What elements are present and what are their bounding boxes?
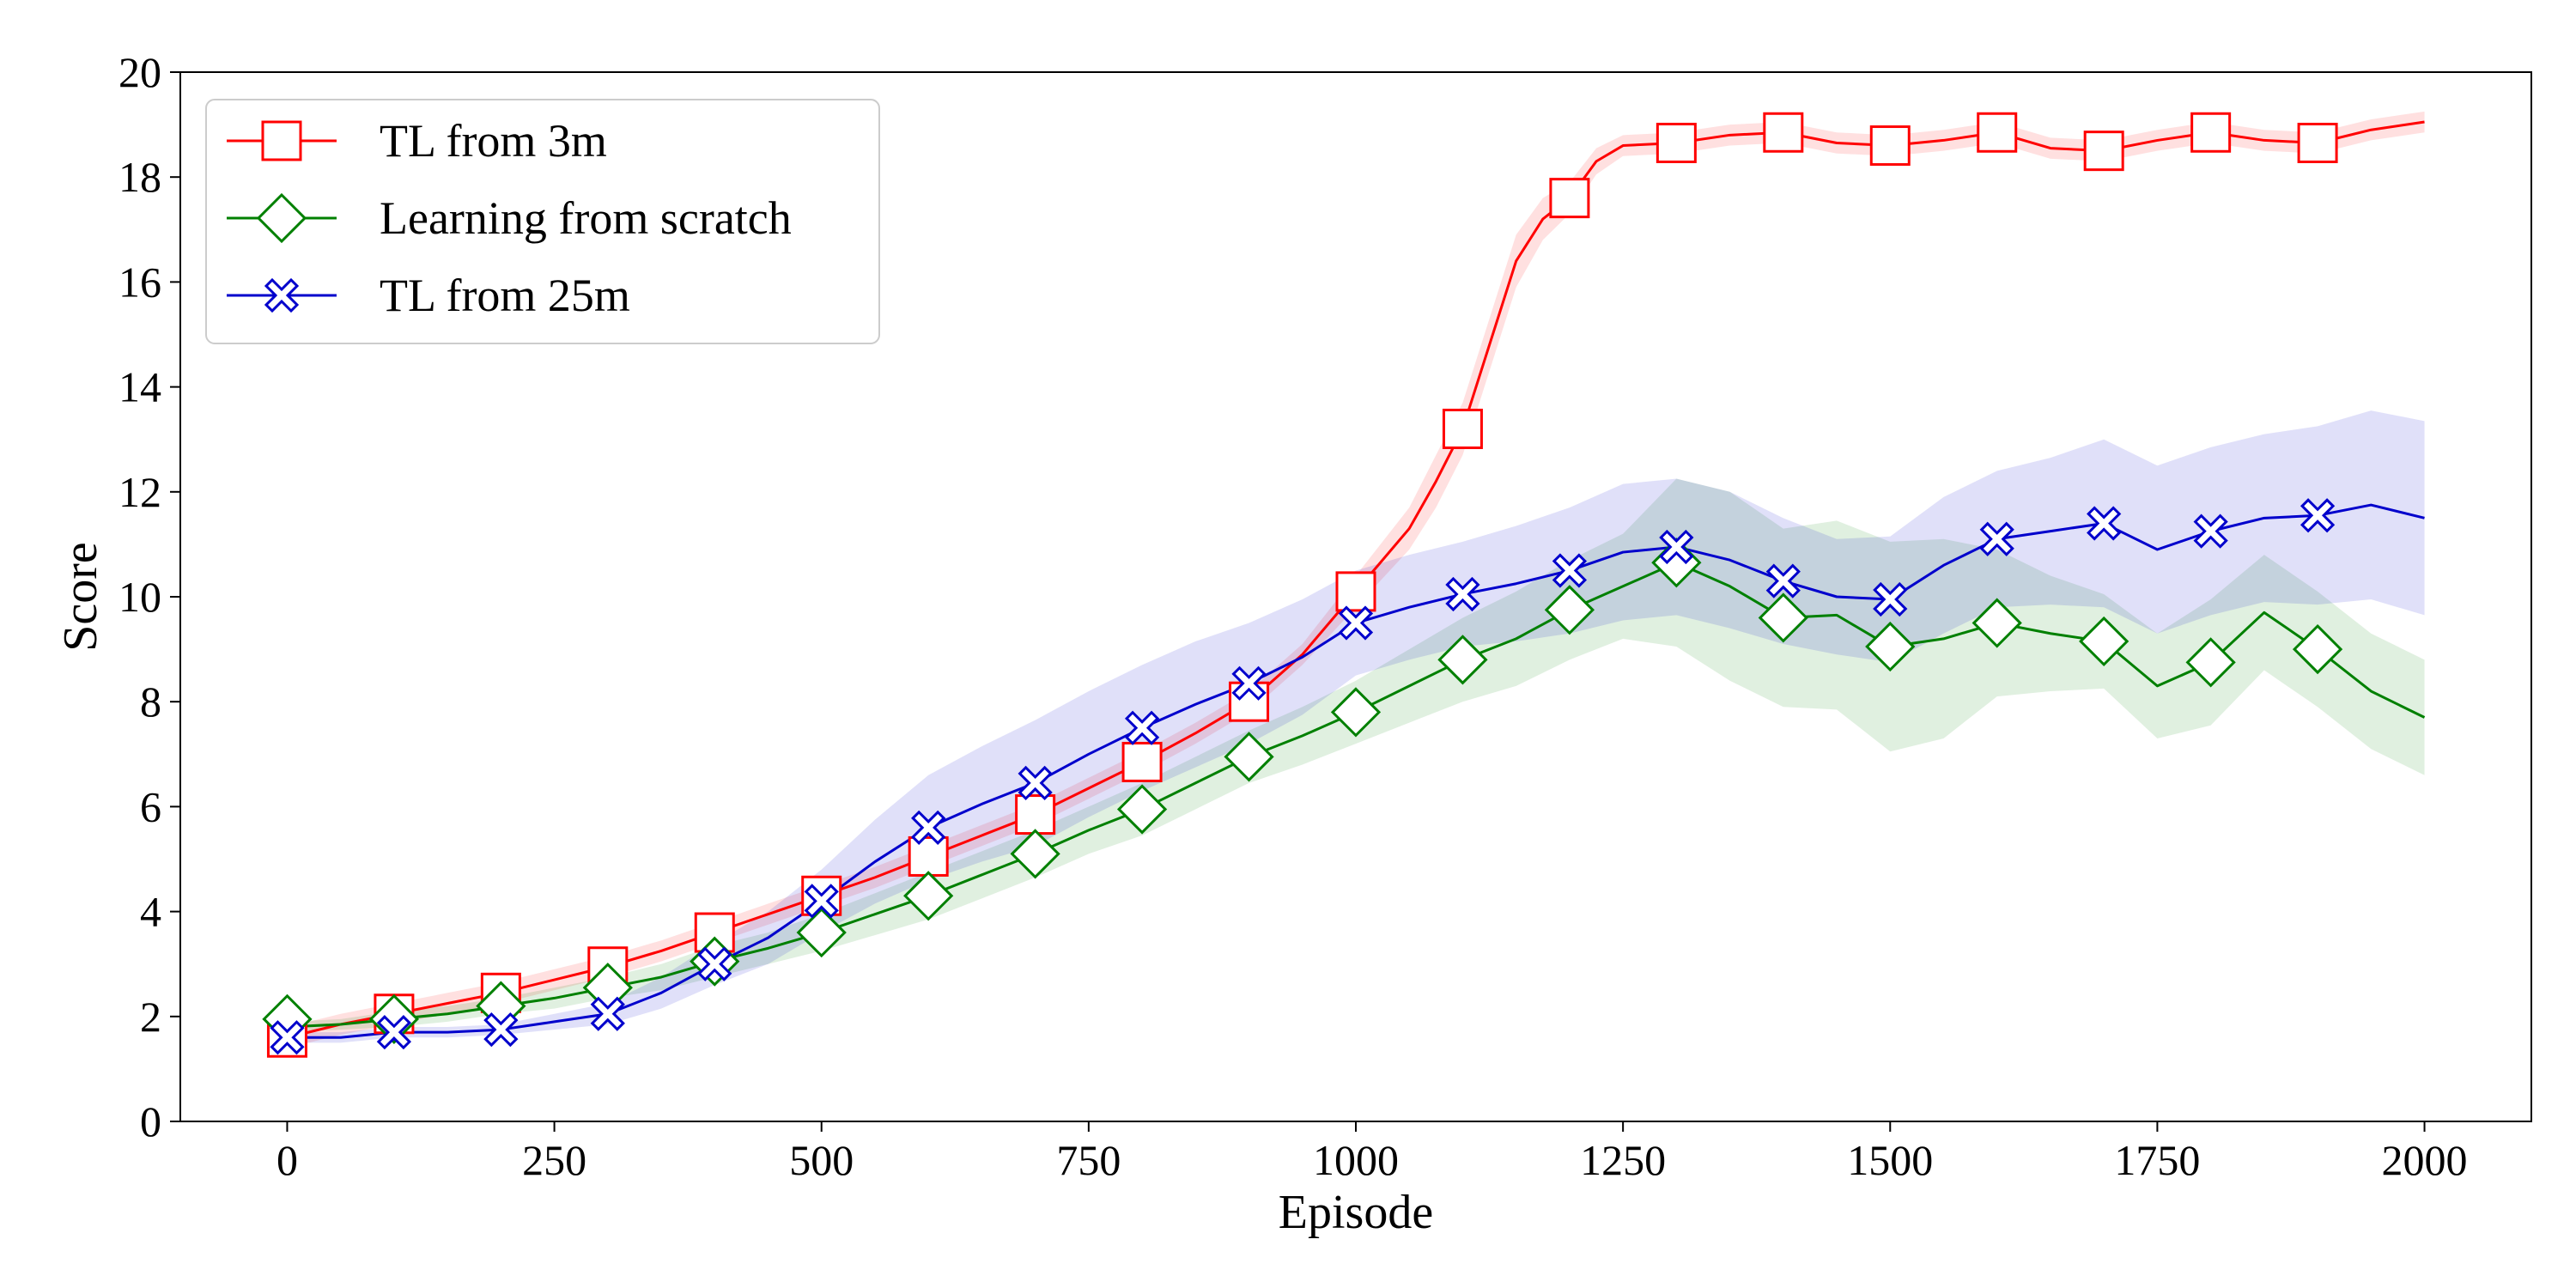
marker-series-1: [1544, 585, 1595, 635]
x-tick-label: 2000: [2382, 1136, 2468, 1184]
x-tick-label: 750: [1056, 1136, 1121, 1184]
marker-series-2: [1979, 521, 2014, 556]
marker-series-0: [1121, 741, 1163, 782]
x-tick-label: 1750: [2114, 1136, 2200, 1184]
marker-series-0: [2083, 131, 2124, 172]
marker-series-1: [1010, 829, 1060, 879]
y-tick-label: 18: [118, 153, 161, 201]
marker-series-1: [1224, 732, 1274, 782]
x-axis-label: Episode: [1279, 1186, 1433, 1239]
legend-marker: [261, 120, 302, 161]
marker-series-1: [2292, 623, 2343, 675]
marker-series-1: [1437, 635, 1488, 685]
legend-marker: [264, 277, 300, 313]
marker-series-1: [1971, 598, 2022, 648]
marker-series-0: [1015, 794, 1056, 835]
marker-series-2: [2087, 506, 2122, 541]
y-tick-label: 4: [140, 888, 161, 936]
x-axis-ticks: 0 250 500 750 1000 1250 1500 1750 2000: [276, 1121, 2468, 1184]
marker-series-0: [908, 835, 949, 877]
marker-series-0: [1656, 122, 1697, 163]
x-tick-label: 1250: [1580, 1136, 1666, 1184]
y-tick-label: 20: [118, 48, 161, 96]
marker-series-1: [1116, 784, 1168, 835]
legend-box: [205, 99, 880, 344]
x-tick-label: 0: [276, 1136, 298, 1184]
marker-series-2: [1018, 765, 1053, 801]
y-tick-label: 14: [118, 363, 161, 411]
y-tick-label: 0: [140, 1097, 161, 1145]
x-tick-label: 250: [522, 1136, 586, 1184]
marker-series-1: [2079, 616, 2129, 667]
marker-series-1: [1758, 592, 1808, 643]
legend-label: TL from 3m: [380, 115, 607, 167]
marker-series-2: [483, 1012, 519, 1048]
marker-series-2: [1873, 581, 1908, 617]
marker-series-2: [1338, 605, 1374, 641]
marker-series-0: [1549, 178, 1590, 219]
marker-series-0: [1335, 571, 1376, 612]
marker-series-1: [368, 993, 420, 1044]
marker-series-2: [1231, 665, 1267, 701]
marker-series-2: [1765, 563, 1801, 598]
x-tick-label: 1000: [1313, 1136, 1399, 1184]
y-axis-ticks: 0 2 4 6 8 10 12 14 16 18 20: [118, 48, 180, 1145]
marker-series-2: [270, 1020, 305, 1055]
marker-series-0: [2297, 122, 2338, 163]
x-tick-label: 1500: [1847, 1136, 1933, 1184]
marker-series-2: [376, 1015, 412, 1050]
y-axis-label: Score: [54, 542, 107, 652]
marker-series-1: [1330, 687, 1382, 738]
marker-series-2: [1659, 529, 1694, 565]
marker-series-0: [1977, 112, 2018, 153]
marker-series-2: [697, 946, 732, 981]
y-tick-label: 16: [118, 258, 161, 306]
marker-series-2: [804, 884, 839, 919]
marker-series-1: [796, 907, 847, 958]
marker-series-1: [1865, 621, 1916, 672]
legend-label: TL from 25m: [380, 270, 630, 321]
y-tick-label: 10: [118, 573, 161, 621]
marker-series-2: [1552, 553, 1588, 588]
line-series-0: [287, 120, 2425, 1039]
x-tick-label: 500: [789, 1136, 854, 1184]
marker-series-2: [2300, 498, 2336, 533]
series-markers: [262, 112, 2343, 1058]
marker-series-2: [2193, 513, 2228, 549]
legend-label: Learning from scratch: [380, 192, 792, 244]
marker-series-2: [911, 810, 946, 845]
marker-series-0: [1763, 112, 1804, 153]
marker-series-1: [903, 871, 954, 921]
marker-series-2: [590, 996, 625, 1031]
legend: TL from 3m Learning from scratch TL from 2…: [205, 99, 880, 344]
marker-series-0: [1869, 125, 1911, 167]
y-tick-label: 6: [140, 782, 161, 830]
marker-series-0: [1442, 408, 1483, 449]
marker-series-2: [1445, 576, 1480, 612]
y-tick-label: 2: [140, 993, 161, 1041]
band-series-1: [287, 478, 2425, 1033]
y-tick-label: 8: [140, 677, 161, 726]
legend-marker: [256, 192, 307, 244]
marker-series-0: [2190, 112, 2232, 153]
marker-series-2: [1124, 710, 1160, 745]
y-tick-label: 12: [118, 468, 161, 516]
marker-series-1: [2185, 637, 2236, 688]
